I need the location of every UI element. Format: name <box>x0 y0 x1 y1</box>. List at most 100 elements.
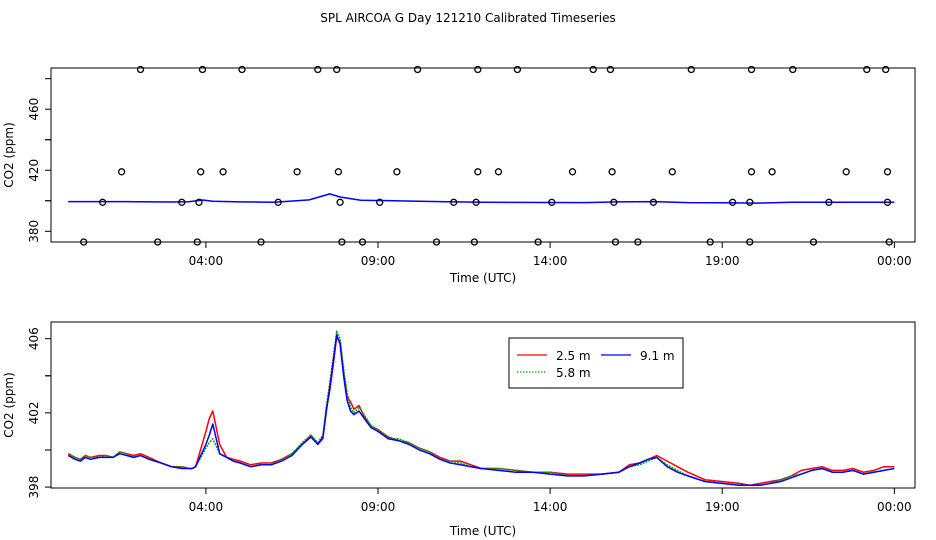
calibration-point <box>314 65 322 74</box>
x-tick-label-04-00: 04:00 <box>189 500 224 514</box>
calibration-point <box>706 238 714 246</box>
calibration-point <box>883 198 892 206</box>
calibration-point <box>195 198 203 206</box>
calibration-point <box>338 238 346 246</box>
calibration-point <box>842 168 850 176</box>
x-tick-label-00-00: 00:00 <box>877 254 912 268</box>
calibration-point <box>513 65 522 74</box>
calibration-point <box>358 238 367 246</box>
calibration-point <box>238 65 246 74</box>
legend-box <box>508 337 684 389</box>
y-tick-label-398: 398 <box>27 476 41 499</box>
calibration-point <box>474 65 482 74</box>
calibration-point <box>568 168 577 176</box>
y-axis-title: CO2 (ppm) <box>2 372 16 438</box>
calibration-point <box>610 198 618 206</box>
calibration-point <box>825 198 833 206</box>
calibration-point <box>376 198 384 206</box>
calibration-point <box>608 168 616 176</box>
calibration-point <box>334 168 343 176</box>
calibration-point <box>789 65 797 74</box>
y-axis: 380 420 460 <box>27 78 51 243</box>
calibration-point <box>333 65 341 74</box>
x-axis: 04:00 09:00 14:00 19:00 00:00 <box>189 488 912 514</box>
calibration-point <box>219 168 227 176</box>
series-line-9-1-m <box>67 334 895 486</box>
calibration-point <box>687 65 695 74</box>
y-axis: 398 402 406 <box>27 327 51 499</box>
y-tick-label-402: 402 <box>27 401 41 424</box>
calibration-point <box>668 168 676 176</box>
x-tick-label-09-00: 09:00 <box>361 500 396 514</box>
calibration-point <box>472 198 480 206</box>
calibration-point <box>98 198 107 206</box>
calibration-point <box>198 65 207 74</box>
y-tick-label-406: 406 <box>27 327 41 350</box>
x-tick-label-14-00: 14:00 <box>533 500 568 514</box>
calibration-point <box>193 238 201 246</box>
calibration-panel: 04:00 09:00 14:00 19:00 00:00 380 420 460 Time… <box>2 65 916 285</box>
calibration-point <box>197 168 205 176</box>
calibration-point <box>611 238 620 246</box>
calibration-point <box>257 238 265 246</box>
legend: 2.5 m 9.1 m 5.8 m <box>508 337 684 389</box>
calibration-point <box>768 168 776 176</box>
calibration-point <box>809 238 818 246</box>
series-layer <box>68 193 895 204</box>
calibration-points <box>80 65 893 246</box>
x-tick-label-19-00: 19:00 <box>705 254 740 268</box>
calibration-point <box>393 168 401 176</box>
x-tick-label-09-00: 09:00 <box>361 254 396 268</box>
calibration-point <box>474 168 482 176</box>
series-line-5-8-m <box>68 330 885 486</box>
calibration-point <box>728 198 737 206</box>
tower-levels-panel: 04:00 09:00 14:00 19:00 00:00 398 402 406 Time… <box>2 321 916 538</box>
calibration-point <box>274 198 282 206</box>
x-tick-label-14-00: 14:00 <box>533 254 568 268</box>
calibration-point <box>883 168 892 176</box>
calibration-point <box>136 65 145 74</box>
calibration-point <box>154 238 162 246</box>
calibration-point <box>634 238 642 246</box>
series-line-co2-0 <box>68 193 895 204</box>
x-axis-title: Time (UTC) <box>449 271 516 285</box>
calibration-point <box>746 238 754 246</box>
x-tick-label-04-00: 04:00 <box>189 254 224 268</box>
x-tick-label-00-00: 00:00 <box>877 500 912 514</box>
y-tick-label-380: 380 <box>27 220 41 243</box>
calibration-point <box>589 65 597 74</box>
calibration-point <box>117 168 126 176</box>
y-tick-label-420: 420 <box>27 159 41 182</box>
y-tick-label-460: 460 <box>27 98 41 121</box>
series-layer <box>67 330 895 486</box>
calibration-point <box>470 238 479 246</box>
calibration-point <box>885 238 893 246</box>
legend-label-2-5m: 2.5 m <box>556 349 591 363</box>
calibration-point <box>432 238 441 246</box>
calibration-point <box>649 198 658 206</box>
calibration-point <box>863 65 871 74</box>
calibration-point <box>494 168 503 176</box>
calibration-point <box>606 65 615 74</box>
calibration-point <box>413 65 422 74</box>
calibration-point <box>336 198 344 206</box>
calibration-point <box>80 238 88 246</box>
x-tick-label-19-00: 19:00 <box>705 500 740 514</box>
calibration-point <box>747 168 756 176</box>
calibration-point <box>178 198 186 206</box>
y-axis-title: CO2 (ppm) <box>2 122 16 188</box>
calibration-point <box>450 198 458 206</box>
calibration-point <box>746 198 754 206</box>
x-axis: 04:00 09:00 14:00 19:00 00:00 <box>189 242 912 268</box>
series-line-2-5-m <box>67 336 895 486</box>
legend-label-5-8m: 5.8 m <box>556 366 591 380</box>
calibration-point <box>548 198 556 206</box>
x-axis-title: Time (UTC) <box>449 524 516 538</box>
chart-title: SPL AIRCOA G Day 121210 Calibrated Times… <box>320 11 615 25</box>
calibration-point <box>293 168 301 176</box>
plot-frame <box>50 67 916 243</box>
legend-label-9-1m: 9.1 m <box>640 349 675 363</box>
calibration-point <box>882 65 890 74</box>
plot-frame <box>50 321 916 489</box>
